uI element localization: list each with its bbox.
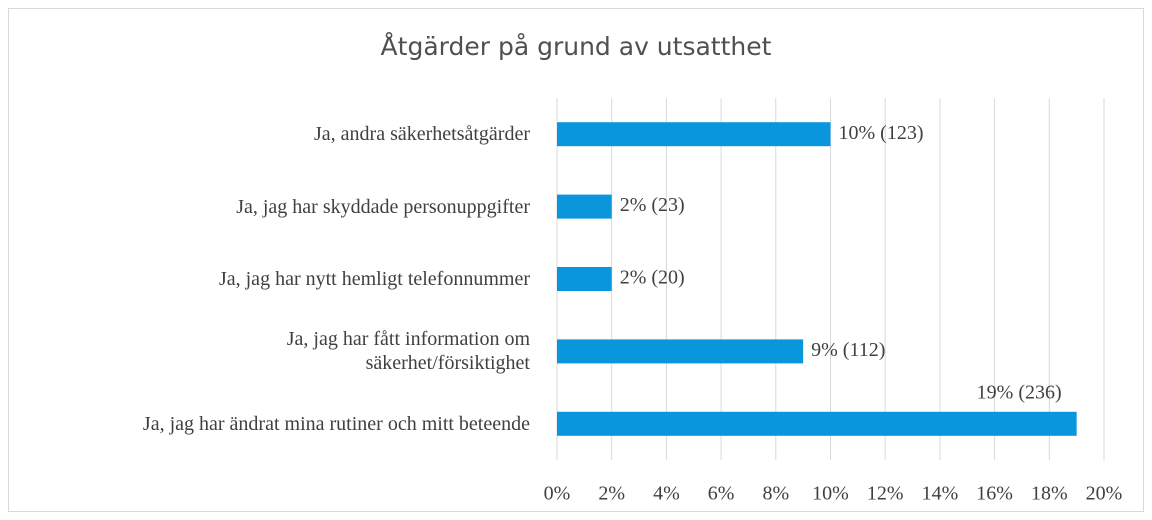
chart-title: Åtgärder på grund av utsatthet [381, 32, 772, 61]
y-tick-label: Ja, jag har ändrat mina rutiner och mitt… [142, 412, 530, 435]
bar [557, 194, 612, 219]
bar [557, 122, 831, 147]
data-label: 19% (236) [977, 381, 1062, 403]
x-tick-label: 2% [598, 483, 625, 505]
bar [557, 267, 612, 291]
data-label: 9% (112) [811, 339, 885, 361]
x-tick-label: 6% [708, 483, 735, 505]
x-tick-label: 12% [867, 483, 904, 505]
data-label: 2% (23) [620, 194, 685, 216]
bar [557, 339, 804, 364]
x-tick-label: 20% [1086, 483, 1123, 505]
x-tick-label: 14% [922, 483, 959, 505]
y-tick-label: Ja, jag har fått information om säkerhet… [286, 328, 530, 375]
y-tick-label: Ja, andra säkerhetsåtgärder [314, 123, 530, 146]
x-tick-label: 16% [976, 483, 1013, 505]
chart-border [8, 8, 1144, 512]
x-tick-label: 10% [812, 483, 849, 505]
x-tick-label: 4% [653, 483, 680, 505]
x-tick-label: 18% [1031, 483, 1068, 505]
data-label: 2% (20) [620, 267, 685, 289]
x-tick-label: 0% [544, 483, 571, 505]
x-tick-label: 8% [762, 483, 789, 505]
y-tick-label: Ja, jag har nytt hemligt telefonnummer [218, 268, 530, 290]
data-label: 10% (123) [839, 122, 924, 144]
y-tick-label: Ja, jag har skyddade personuppgifter [236, 195, 530, 218]
bar [557, 411, 1077, 436]
